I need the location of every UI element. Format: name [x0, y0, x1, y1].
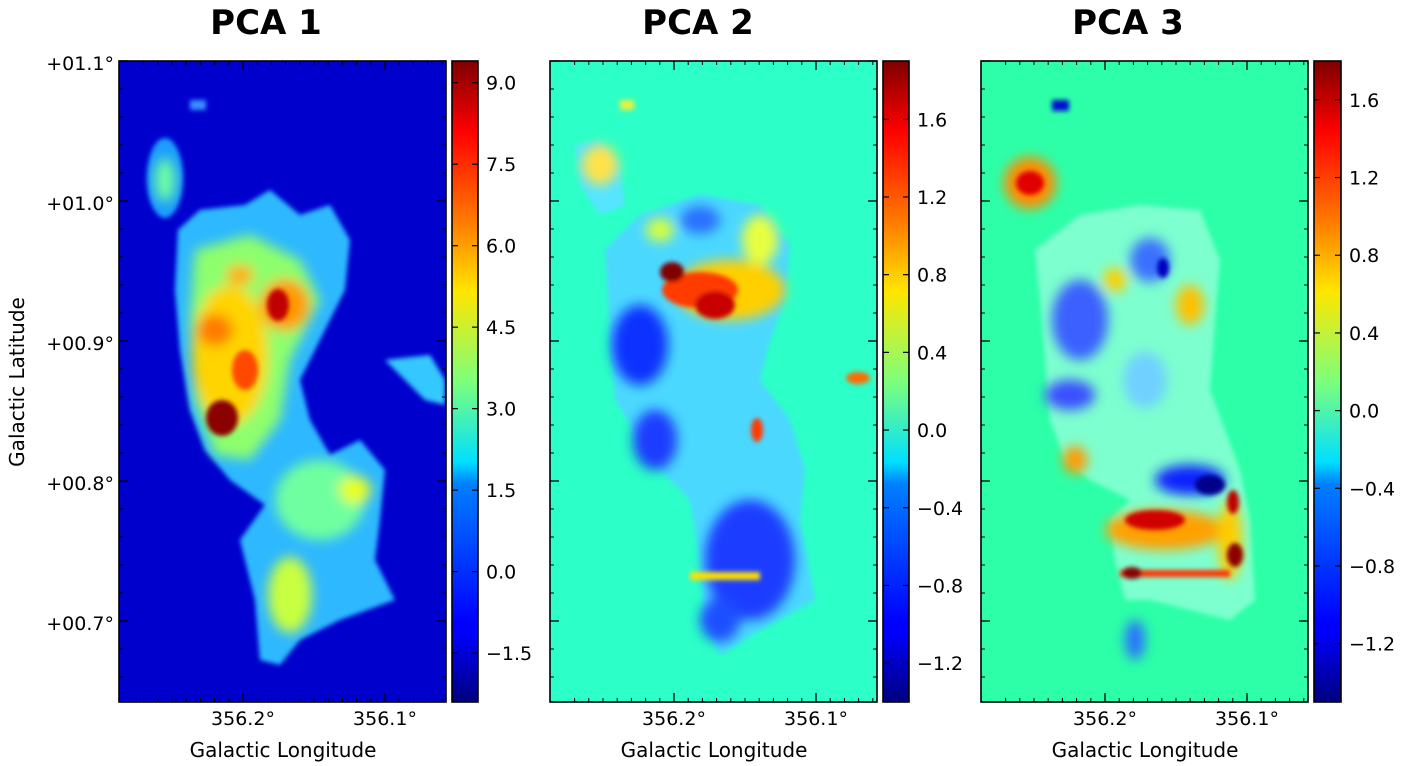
colorbar-tick-label: −1.5	[486, 643, 532, 665]
colorbar-tick-label: 1.6	[917, 109, 947, 131]
colorbar-tick-label: 0.8	[1349, 245, 1379, 267]
colorbar: 9.0 7.5 6.0 4.5 3.0 1.5 0.0 −1.5	[451, 60, 532, 703]
y-tick-label: +01.0°	[46, 193, 114, 215]
x-tick-label: 356.1°	[784, 708, 848, 730]
colorbar-tick-label: 0.0	[486, 562, 516, 584]
y-axis-label: Galactic Latitude	[5, 297, 29, 467]
panel-pca1: PCA 1	[5, 3, 532, 762]
colorbar-tick-label: 0.0	[1349, 401, 1379, 423]
axis-ticks	[981, 60, 1308, 702]
colorbar-tick-label: 1.6	[1349, 90, 1379, 112]
colorbar: 1.6 1.2 0.8 0.4 0.0 −0.4 −0.8 −1.2	[1313, 60, 1395, 703]
colorbar-tick-label: −0.8	[917, 575, 963, 597]
colorbar-tick-label: 0.0	[917, 420, 947, 442]
colorbar-tick-label: 1.5	[486, 480, 516, 502]
heatmap-image	[981, 61, 1308, 702]
colorbar-tick-label: −0.4	[917, 498, 963, 520]
x-tick-label: 356.1°	[353, 708, 417, 730]
x-tick-labels: 356.2° 356.1°	[642, 708, 848, 730]
panel-title: PCA 3	[1072, 3, 1184, 43]
x-tick-label: 356.1°	[1215, 708, 1279, 730]
y-tick-label: +00.9°	[46, 333, 114, 355]
colorbar-tick-label: 4.5	[486, 317, 516, 339]
x-axis-label: Galactic Longitude	[190, 738, 377, 762]
colorbar: 1.6 1.2 0.8 0.4 0.0 −0.4 −0.8 −1.2	[882, 60, 963, 703]
colorbar-tick-label: 7.5	[486, 154, 516, 176]
panel-pca3: PCA 3	[980, 3, 1395, 762]
colorbar-tick-label: −0.4	[1349, 478, 1395, 500]
colorbar-tick-label: −1.2	[917, 653, 963, 675]
axis-ticks	[119, 60, 446, 702]
x-tick-label: 356.2°	[211, 708, 275, 730]
colorbar-tick-label: 0.4	[917, 342, 947, 364]
x-tick-labels: 356.2° 356.1°	[211, 708, 417, 730]
colorbar-tick-label: 6.0	[486, 236, 516, 258]
colorbar-tick-label: −1.2	[1349, 634, 1395, 656]
y-tick-labels: +01.1° +01.0° +00.9° +00.8° +00.7°	[46, 53, 114, 635]
panel-pca2: PCA 2	[549, 3, 963, 762]
panel-title: PCA 1	[210, 3, 322, 43]
colorbar-tick-label: 3.0	[486, 399, 516, 421]
colorbar-tick-label: 0.4	[1349, 323, 1379, 345]
panel-title: PCA 2	[642, 3, 754, 43]
heatmap-image	[119, 61, 446, 702]
colorbar-tick-label: 1.2	[917, 187, 947, 209]
colorbar-tick-label: 0.8	[917, 265, 947, 287]
heatmap-image	[550, 61, 877, 702]
axis-ticks	[550, 60, 877, 702]
colorbar-tick-label: −0.8	[1349, 556, 1395, 578]
colorbar-tick-label: 1.2	[1349, 168, 1379, 190]
y-tick-label: +00.8°	[46, 473, 114, 495]
x-axis-label: Galactic Longitude	[1052, 738, 1239, 762]
y-tick-label: +00.7°	[46, 613, 114, 635]
colorbar-tick-label: 9.0	[486, 73, 516, 95]
y-tick-label: +01.1°	[46, 53, 114, 75]
x-axis-label: Galactic Longitude	[621, 738, 808, 762]
x-tick-labels: 356.2° 356.1°	[1073, 708, 1279, 730]
x-tick-label: 356.2°	[1073, 708, 1137, 730]
x-tick-label: 356.2°	[642, 708, 706, 730]
